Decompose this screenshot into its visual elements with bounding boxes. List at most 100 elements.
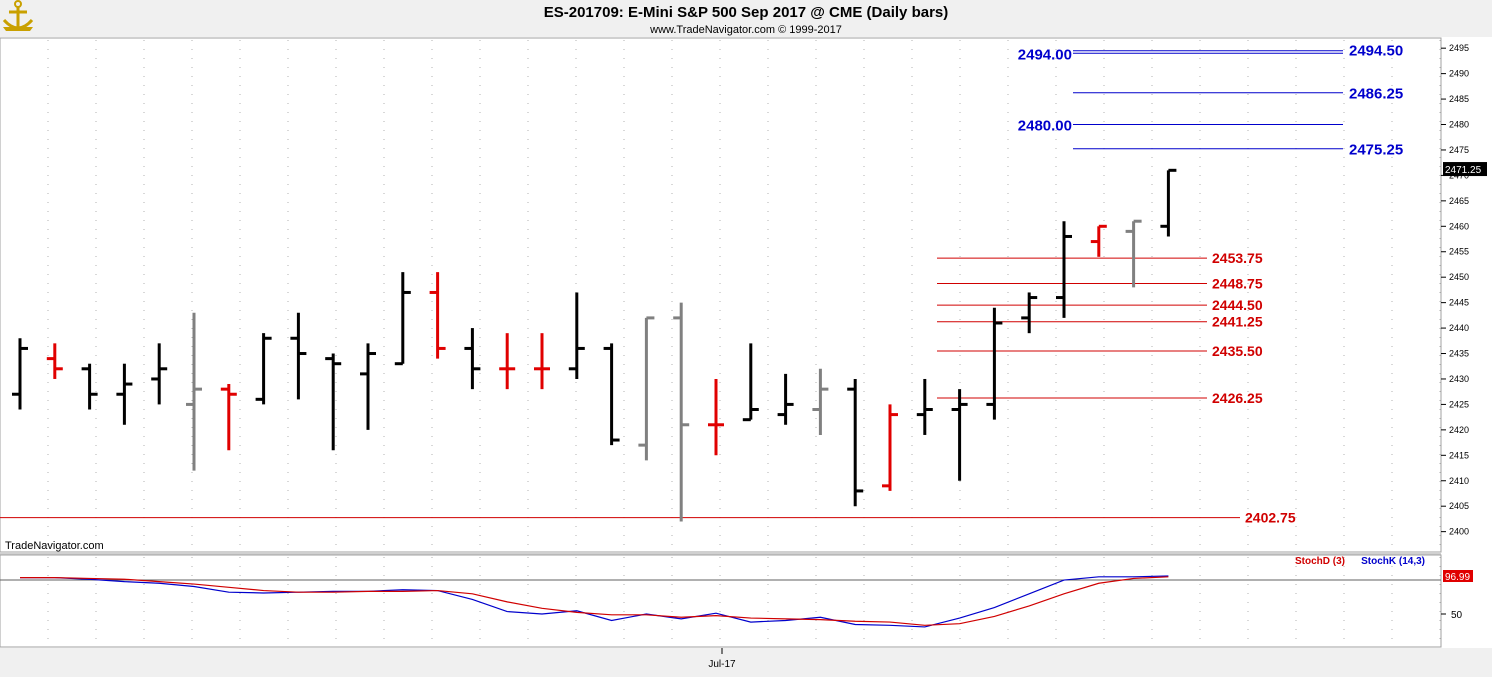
price-tick-label: 2480	[1449, 120, 1469, 130]
level-label: 2441.25	[1212, 314, 1263, 330]
ohlc-bar	[12, 338, 28, 410]
ohlc-bar	[151, 343, 168, 405]
stochastic-axis: 50 96.99	[1441, 570, 1473, 621]
price-tick-label: 2460	[1449, 221, 1469, 231]
level-label: 2494.00	[1018, 46, 1072, 63]
price-tick-label: 2475	[1449, 145, 1469, 155]
level-label: 2426.25	[1212, 390, 1263, 406]
level-label: 2402.75	[1245, 510, 1296, 526]
price-bars	[12, 168, 1177, 522]
price-tick-label: 2495	[1449, 43, 1469, 53]
price-tick-label: 2410	[1449, 476, 1469, 486]
price-tick-label: 2440	[1449, 323, 1469, 333]
ohlc-bar	[255, 333, 272, 405]
support-level: 2402.75	[0, 510, 1296, 526]
ohlc-bar	[429, 272, 446, 359]
time-axis-bar	[0, 648, 1492, 677]
panel-separator[interactable]	[0, 552, 1441, 555]
price-tick-label: 2425	[1449, 399, 1469, 409]
ohlc-bar	[1125, 219, 1142, 288]
ohlc-bar	[777, 373, 794, 425]
last-stoch-box	[1443, 570, 1473, 582]
ohlc-bar	[742, 343, 759, 422]
stoch-tick-label: 50	[1451, 610, 1463, 621]
stochastic-panel	[0, 554, 1442, 648]
support-level: 2426.25	[937, 390, 1263, 406]
ohlc-bar	[673, 302, 690, 522]
support-level: 2448.75	[937, 276, 1263, 292]
ohlc-bar	[499, 333, 516, 390]
ohlc-bar	[882, 404, 898, 491]
support-level: 2453.75	[937, 250, 1263, 266]
ohlc-bar	[1021, 292, 1038, 334]
ohlc-bar	[534, 333, 550, 390]
price-axis: 2400 2405 2410 2415 2420 2425 2430 2435 2440 2445…	[1441, 43, 1487, 537]
ohlc-bar	[812, 368, 829, 435]
ohlc-bar	[1056, 221, 1072, 318]
price-tick-label: 2430	[1449, 374, 1469, 384]
ohlc-bar	[360, 343, 376, 430]
ohlc-bar	[464, 328, 481, 390]
level-label: 2486.25	[1349, 86, 1403, 103]
level-label: 2435.50	[1212, 343, 1263, 359]
ohlc-bar	[708, 378, 724, 456]
chart-title: ES-201709: E-Mini S&P 500 Sep 2017 @ CME…	[544, 4, 949, 21]
stoch-k-legend: StochK (14,3)	[1361, 556, 1425, 567]
ohlc-bar	[916, 378, 933, 435]
ohlc-bar	[186, 312, 202, 471]
level-label: 2494.50	[1349, 43, 1403, 60]
copyright-text: www.TradeNavigator.com © 1999-2017	[649, 24, 842, 36]
price-tick-label: 2420	[1449, 425, 1469, 435]
resistance-level: 2494.00	[1018, 46, 1343, 63]
support-level: 2444.50	[937, 297, 1263, 313]
level-label: 2444.50	[1212, 297, 1263, 313]
support-level: 2441.25	[937, 314, 1263, 330]
stochastic-grid	[0, 557, 1441, 645]
watermark-text: TradeNavigator.com	[5, 540, 104, 552]
resistance-level: 2486.25	[1073, 86, 1403, 103]
ohlc-bar	[951, 389, 968, 481]
ohlc-bar	[1160, 168, 1177, 237]
time-tick-label: Jul-17	[708, 659, 736, 670]
level-label: 2448.75	[1212, 276, 1263, 292]
ohlc-bar	[81, 363, 98, 410]
ohlc-bar	[290, 312, 307, 400]
ohlc-bar	[847, 378, 864, 507]
price-tick-label: 2415	[1449, 450, 1469, 460]
ohlc-bar	[46, 343, 63, 379]
stochastic-lines	[20, 575, 1169, 628]
ohlc-bar	[394, 272, 411, 366]
resistance-level: 2494.50	[1073, 43, 1403, 60]
anchor-logo-icon	[2, 0, 34, 31]
resistance-level: 2475.25	[1073, 142, 1403, 159]
resistance-level: 2480.00	[1018, 118, 1343, 135]
ohlc-bar	[325, 353, 342, 451]
last-stoch-label: 96.99	[1445, 572, 1470, 583]
price-tick-label: 2445	[1449, 298, 1469, 308]
ohlc-bar	[220, 384, 237, 451]
last-price-label: 2471.25	[1445, 165, 1482, 176]
price-panel	[0, 37, 1442, 553]
price-tick-label: 2485	[1449, 94, 1469, 104]
ohlc-bar	[1090, 224, 1107, 257]
price-tick-label: 2465	[1449, 196, 1469, 206]
stoch-k-line	[20, 575, 1169, 628]
ohlc-bar	[568, 292, 585, 379]
time-axis: Jul-17	[708, 648, 736, 670]
stoch-d-line	[20, 576, 1169, 626]
level-label: 2475.25	[1349, 142, 1403, 159]
last-price-box	[1443, 162, 1487, 177]
stoch-d-legend: StochD (3)	[1295, 556, 1345, 567]
price-tick-label: 2490	[1449, 69, 1469, 79]
level-label: 2480.00	[1018, 118, 1072, 135]
ohlc-bar	[116, 363, 133, 425]
price-tick-label: 2405	[1449, 501, 1469, 511]
price-tick-label: 2435	[1449, 349, 1469, 359]
price-tick-label: 2455	[1449, 247, 1469, 257]
header-bar	[0, 0, 1492, 37]
ohlc-bar	[986, 307, 1003, 420]
level-label: 2453.75	[1212, 250, 1263, 266]
ohlc-bar	[638, 316, 655, 461]
price-levels: 2494.50 2494.00 2486.25 2480.00 2475.25 2453.…	[0, 43, 1403, 526]
